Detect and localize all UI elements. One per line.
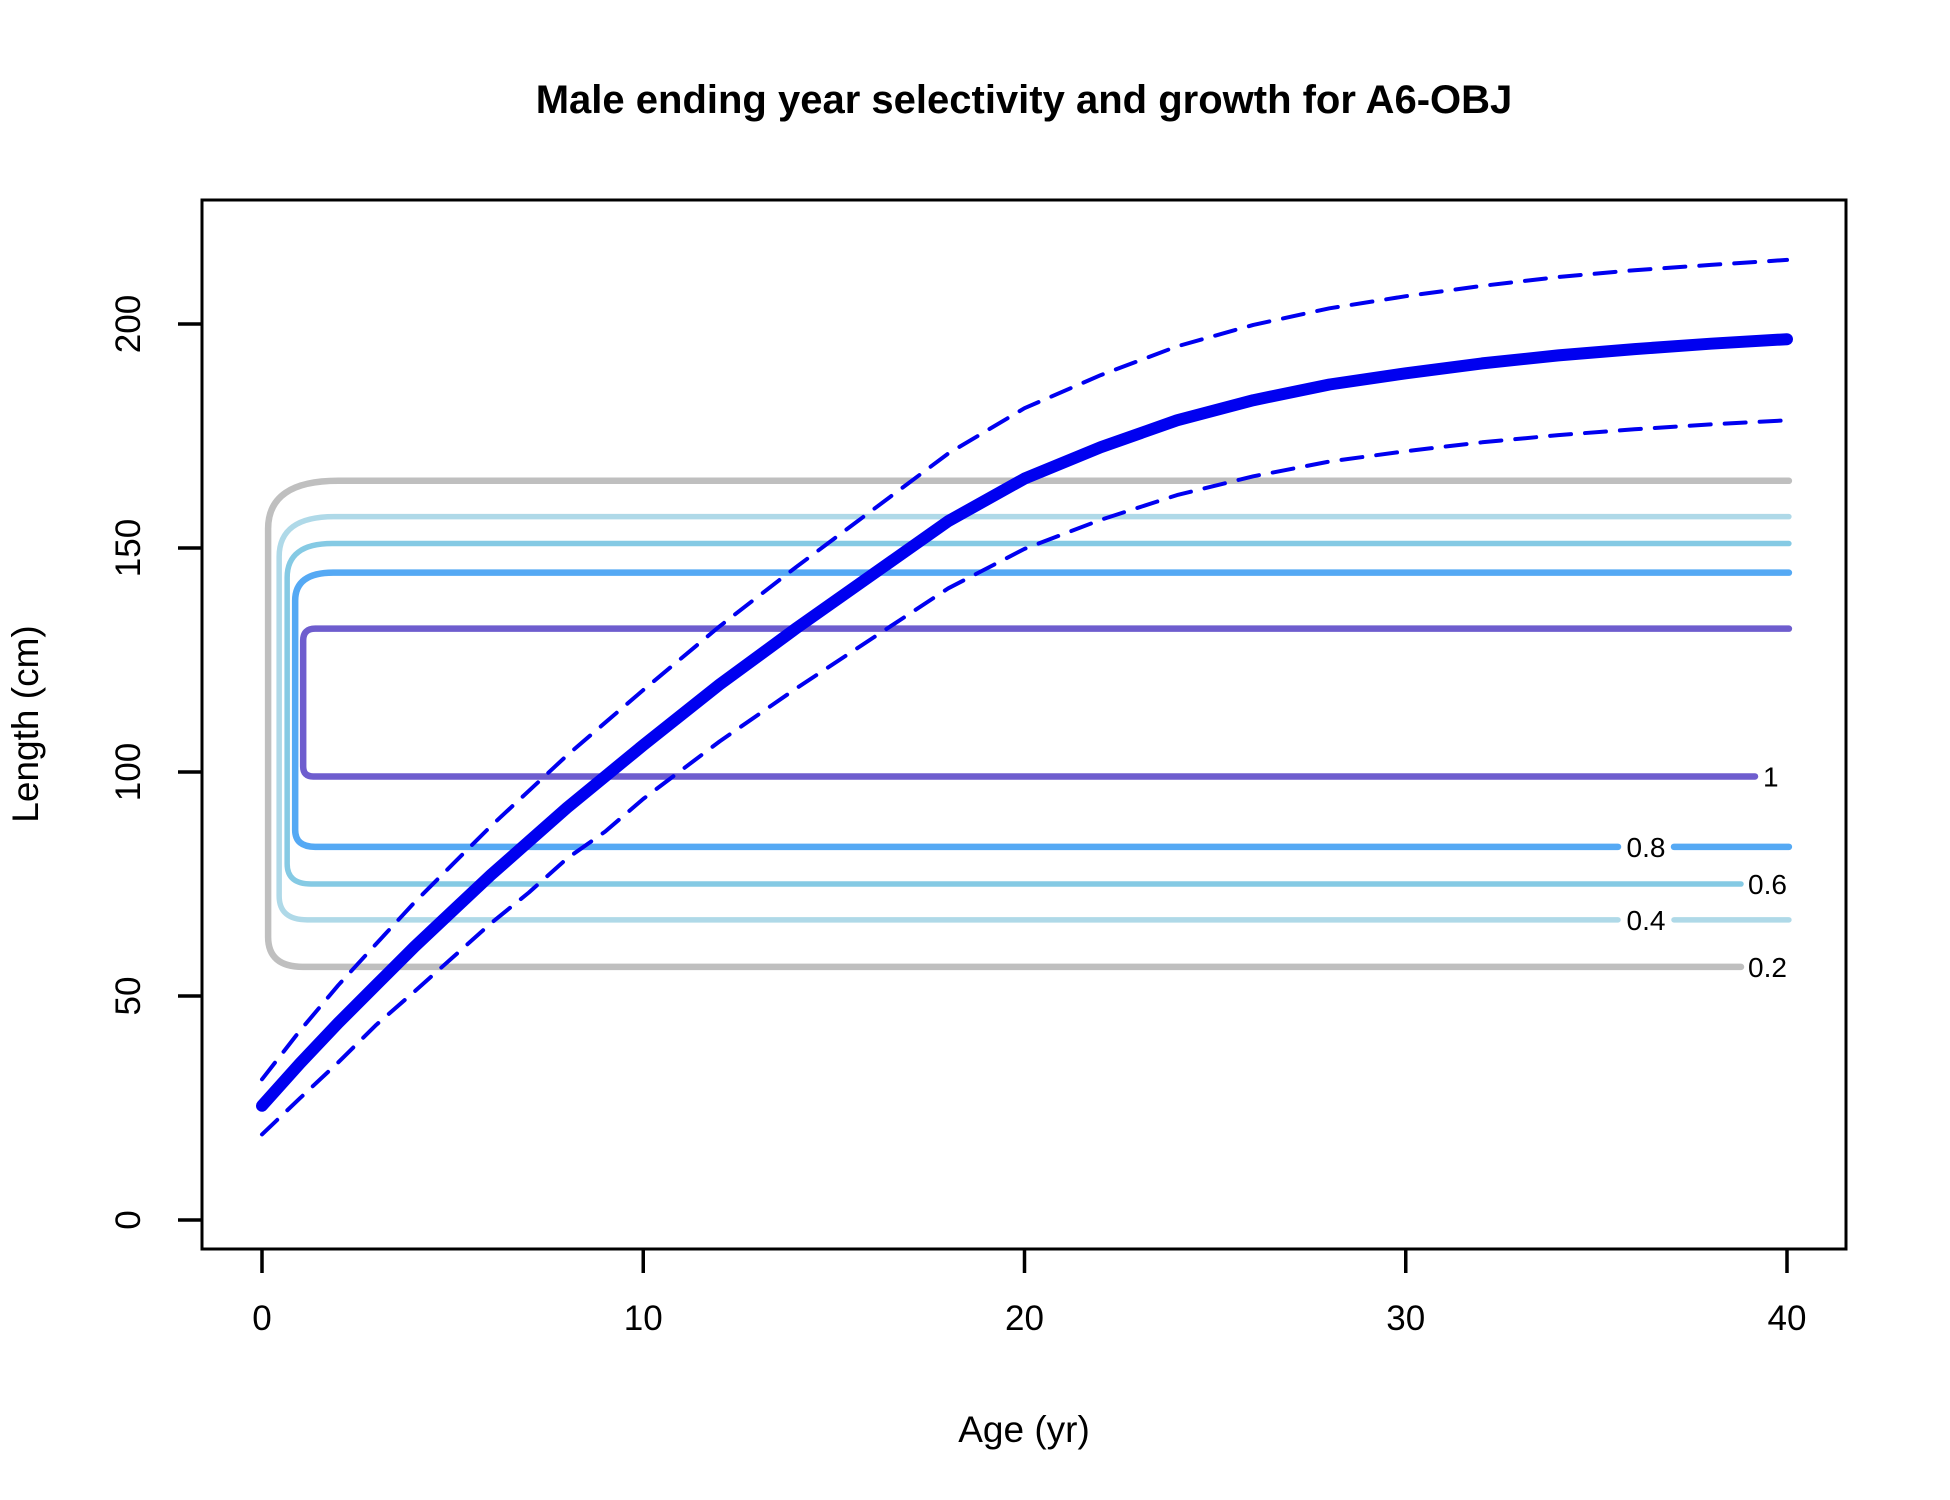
x-axis-title: Age (yr) (958, 1409, 1090, 1450)
y-tick-label: 200 (109, 295, 148, 353)
selectivity-contour (291, 569, 1793, 851)
y-tick-label: 50 (109, 977, 148, 1016)
x-tick-label: 40 (1768, 1299, 1807, 1338)
plot-border (200, 198, 1848, 1251)
y-axis-title: Length (cm) (5, 625, 46, 822)
growth-interval-curve (260, 257, 1789, 1082)
axes: 0 10 20 30 40 0 50 100 150 200 (109, 295, 1806, 1338)
x-tick-label: 0 (252, 1299, 271, 1338)
selectivity-contour (276, 513, 1792, 923)
contour-level-label: 0.4 (1627, 905, 1666, 936)
x-tick-label: 10 (624, 1299, 663, 1338)
selectivity-contour (299, 625, 1793, 780)
y-tick-label: 100 (109, 743, 148, 801)
x-tick-label: 30 (1386, 1299, 1425, 1338)
growth-curves (256, 257, 1793, 1137)
contour-level-label: 0.6 (1748, 869, 1787, 900)
growth-interval-curve (260, 418, 1789, 1137)
selectivity-contour (284, 540, 1792, 887)
chart-title: Male ending year selectivity and growth … (536, 78, 1513, 122)
contour-level-label: 0.8 (1627, 832, 1666, 863)
y-tick-label: 0 (109, 1210, 148, 1229)
selectivity-contours: 0.2 0.4 0.6 0.8 1 (264, 477, 1793, 983)
mean-growth-curve (256, 333, 1793, 1112)
x-tick-label: 20 (1005, 1299, 1044, 1338)
selectivity-contour (264, 477, 1793, 971)
contour-level-label: 1 (1763, 761, 1779, 792)
contour-level-label: 0.2 (1748, 952, 1787, 983)
y-tick-label: 150 (109, 519, 148, 577)
